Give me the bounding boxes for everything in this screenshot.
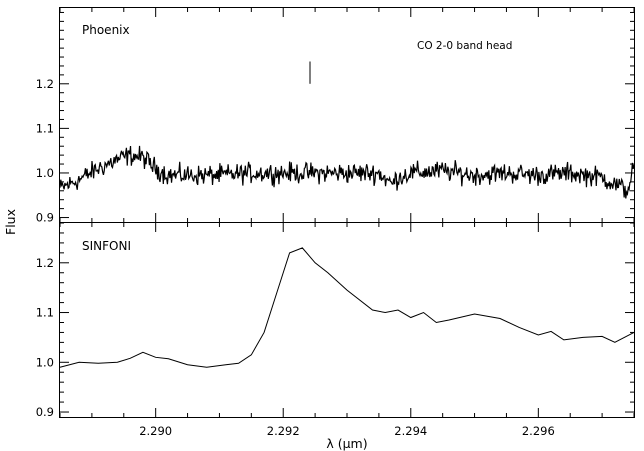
bottom-y-tick-label: 1.2 [36, 256, 54, 270]
tick-marks [59, 8, 635, 417]
top-y-tick-label: 1.2 [36, 77, 54, 91]
x-tick-label: 2.290 [139, 424, 172, 438]
bottom-panel-label: SINFONI [82, 239, 131, 253]
bottom-y-tick-label: 0.9 [36, 405, 54, 419]
series-layer [59, 145, 635, 368]
bottom-panel-frame [59, 222, 635, 418]
bottom-y-tick-label: 1.0 [36, 355, 54, 369]
top-y-tick-label: 1.1 [36, 121, 54, 135]
x-tick-label: 2.296 [522, 424, 555, 438]
sinfoni-spectrum-line [59, 247, 635, 368]
top-panel-label: Phoenix [82, 23, 130, 37]
phoenix-spectrum-line [59, 145, 635, 199]
x-tick-label: 2.294 [394, 424, 427, 438]
top-y-tick-label: 0.9 [36, 211, 54, 225]
x-axis-label: λ (μm) [326, 436, 367, 451]
bottom-y-tick-label: 1.1 [36, 306, 54, 320]
x-tick-label: 2.292 [267, 424, 300, 438]
top-panel-frame [59, 7, 635, 223]
y-axis-label: Flux [3, 209, 18, 235]
top-y-tick-label: 1.0 [36, 166, 54, 180]
band-head-annotation: CO 2-0 band head [417, 40, 512, 52]
